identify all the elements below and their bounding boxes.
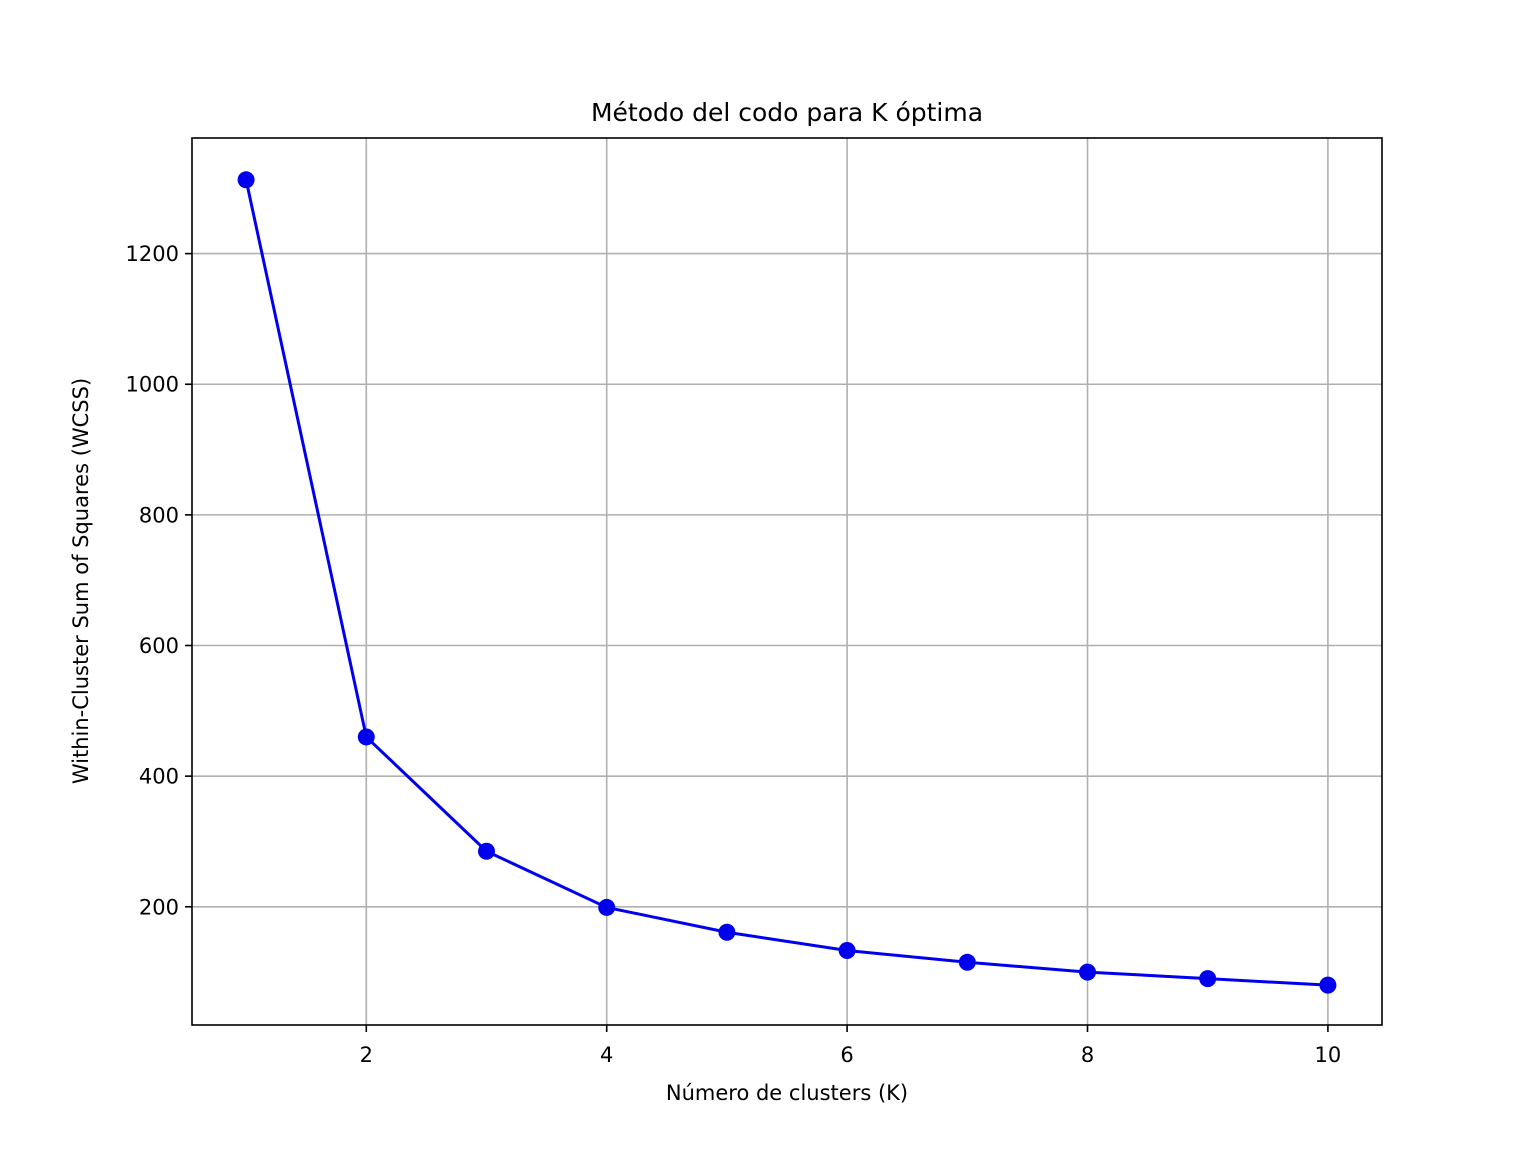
data-point	[1319, 976, 1337, 994]
data-point	[598, 898, 616, 916]
x-tick-label: 4	[600, 1043, 613, 1067]
x-axis-label: Número de clusters (K)	[666, 1081, 908, 1105]
x-tick-label: 2	[360, 1043, 373, 1067]
x-tick-label: 8	[1081, 1043, 1094, 1067]
y-tick-label: 600	[139, 634, 179, 658]
y-tick-label: 200	[139, 895, 179, 919]
axis-ticks: 2 4 6 8 10 200 400 600 800 1000 1200	[126, 242, 1342, 1067]
grid	[192, 138, 1382, 1025]
y-tick-label: 1000	[126, 373, 179, 397]
data-point	[1079, 963, 1097, 981]
series-line	[244, 178, 1330, 987]
chart-title: Método del codo para K óptima	[591, 98, 983, 127]
data-point	[838, 942, 856, 960]
data-point	[357, 728, 375, 746]
x-tick-label: 10	[1315, 1043, 1342, 1067]
data-point	[237, 171, 255, 189]
x-tick-label: 6	[840, 1043, 853, 1067]
data-point	[1199, 970, 1217, 988]
y-tick-label: 400	[139, 765, 179, 789]
series	[237, 171, 1337, 994]
y-tick-label: 800	[139, 503, 179, 527]
data-point	[477, 842, 495, 860]
plot-frame	[191, 137, 1383, 1026]
y-axis-label: Within-Cluster Sum of Squares (WCSS)	[69, 378, 93, 784]
y-tick-label: 1200	[126, 242, 179, 266]
data-point	[958, 953, 976, 971]
data-point	[718, 923, 736, 941]
